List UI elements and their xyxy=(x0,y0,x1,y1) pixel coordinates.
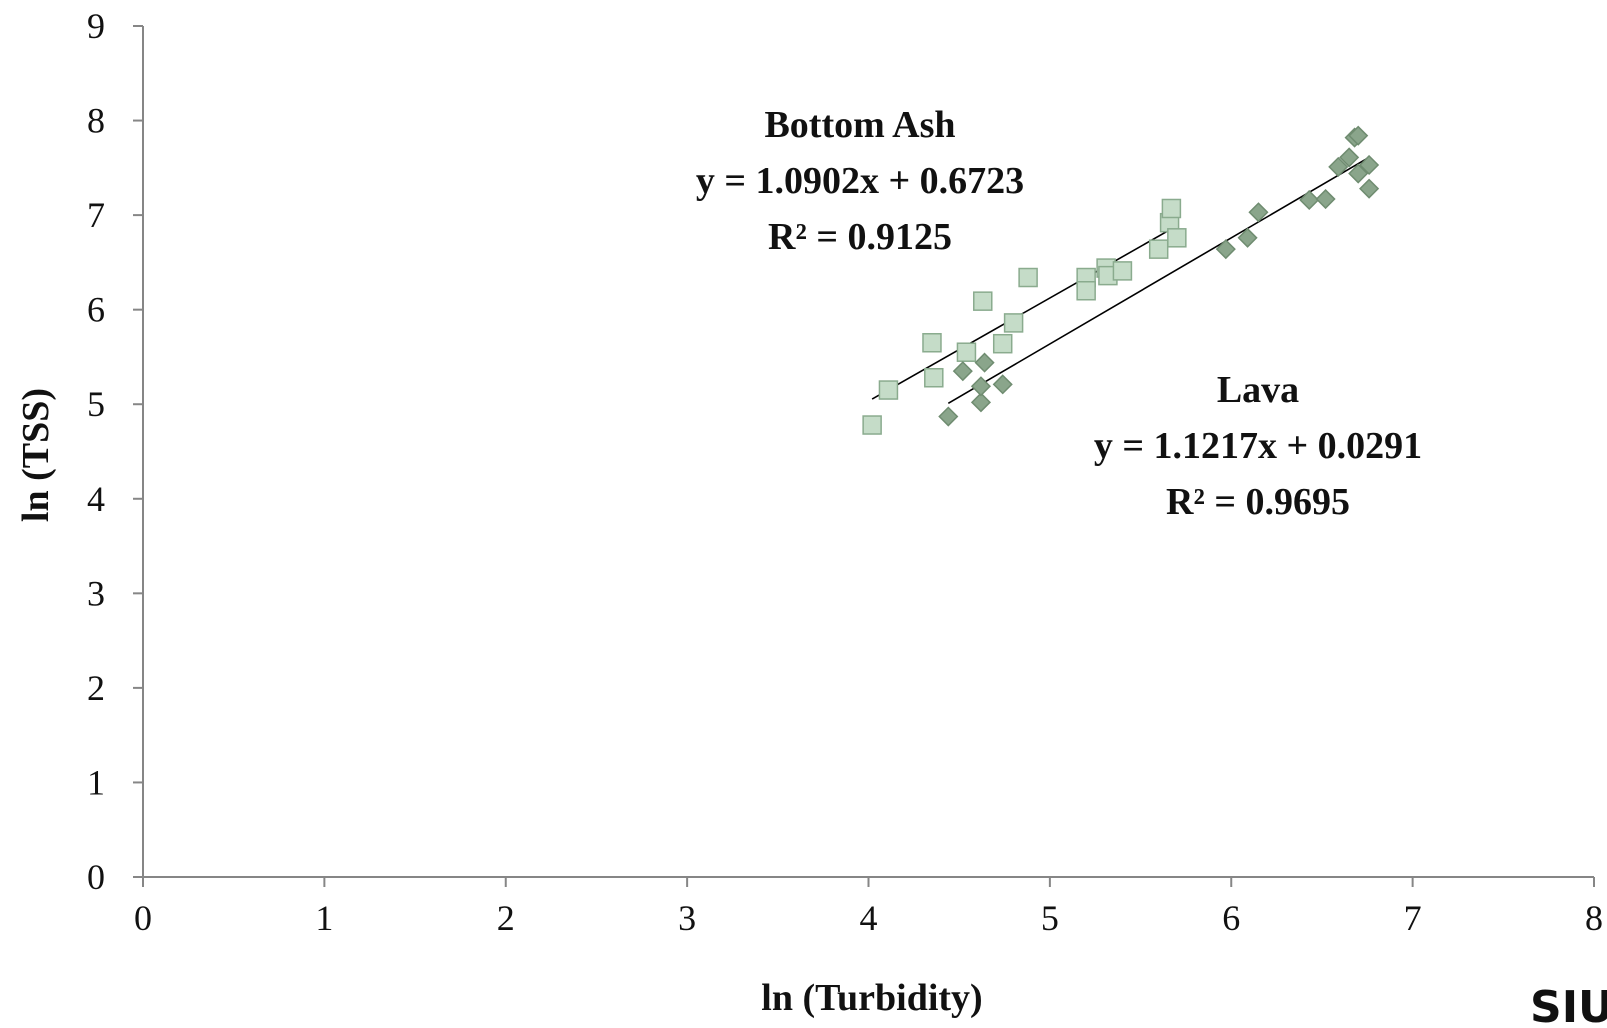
x-tick-label: 7 xyxy=(1404,898,1422,938)
bottom-ash-equation: y = 1.0902x + 0.6723 xyxy=(696,160,1024,202)
lava-point xyxy=(970,376,992,397)
lava-point xyxy=(1248,202,1269,223)
y-tick-label: 7 xyxy=(87,195,105,235)
bottom-ash-point xyxy=(973,291,993,311)
lava-point xyxy=(970,392,992,413)
x-tick-label: 2 xyxy=(497,898,515,938)
bottom-ash-point xyxy=(924,367,944,388)
lava-label: Lava xyxy=(1217,369,1299,411)
bottom-ash-point xyxy=(1076,281,1096,301)
trendlines xyxy=(871,156,1370,405)
bottom-ash-point xyxy=(1148,239,1169,259)
x-tick-label: 5 xyxy=(1041,898,1059,938)
y-tick-label: 4 xyxy=(87,479,105,519)
bottom-ash-point xyxy=(1112,261,1133,281)
lava-point xyxy=(1328,156,1349,177)
lava-trendline xyxy=(947,156,1370,405)
y-axis-title: ln (TSS) xyxy=(15,388,57,522)
bottom-ash-point xyxy=(1161,198,1182,219)
bottom-ash-label: Bottom Ash xyxy=(764,104,955,146)
lava-point xyxy=(974,352,995,373)
x-tick-label: 6 xyxy=(1222,898,1240,938)
y-tick-label: 5 xyxy=(87,384,105,424)
lava-point xyxy=(1299,189,1320,211)
y-tick-label: 8 xyxy=(87,101,105,141)
lava-point xyxy=(1348,163,1369,184)
lava-point xyxy=(1215,239,1236,260)
y-tick-label: 6 xyxy=(87,290,105,330)
bottom-ash-trendline xyxy=(871,225,1178,400)
axes: 0 1 2 3 4 5 6 7 8 0 1 2 3 4 5 6 7 8 9 xyxy=(87,6,1603,938)
lava-point xyxy=(952,361,973,382)
lava-point xyxy=(1339,147,1360,168)
y-tick-label: 3 xyxy=(87,573,105,613)
x-tick-label: 8 xyxy=(1585,898,1603,938)
x-tick-label: 0 xyxy=(134,898,152,938)
x-tick-label: 3 xyxy=(678,898,696,938)
bottom-ash-point xyxy=(1167,228,1187,248)
bottom-ash-point xyxy=(862,415,882,435)
lava-point xyxy=(1315,188,1336,210)
bottom-ash-point xyxy=(956,342,977,362)
lava-point xyxy=(1237,227,1258,248)
bottom-ash-r-squared: R² = 0.9125 xyxy=(768,216,952,258)
y-tick-label: 1 xyxy=(87,762,105,802)
lava-point xyxy=(1359,154,1380,176)
bottom-ash-point xyxy=(992,333,1013,354)
x-axis-title: ln (Turbidity) xyxy=(761,977,982,1019)
y-tick-label: 2 xyxy=(87,668,105,708)
lava-point xyxy=(1348,125,1369,146)
lava-point xyxy=(992,374,1013,395)
lava-equation: y = 1.1217x + 0.0291 xyxy=(1094,425,1422,467)
lava-r-squared: R² = 0.9695 xyxy=(1166,481,1350,523)
bottom-ash-point xyxy=(878,380,899,400)
bottom-ash-point xyxy=(1003,313,1024,333)
bottom-ash-point xyxy=(1018,267,1038,288)
x-tick-label: 4 xyxy=(860,898,878,938)
bottom-ash-point xyxy=(922,333,942,353)
data-points xyxy=(862,125,1380,435)
x-tick-label: 1 xyxy=(315,898,333,938)
y-tick-label: 9 xyxy=(87,6,105,46)
siu-logo: SIU xyxy=(1530,982,1607,1028)
y-tick-label: 0 xyxy=(87,857,105,897)
lava-point xyxy=(938,406,959,427)
lava-point xyxy=(1359,178,1380,199)
annotations: Bottom Ash y = 1.0902x + 0.6723 R² = 0.912… xyxy=(696,104,1422,523)
